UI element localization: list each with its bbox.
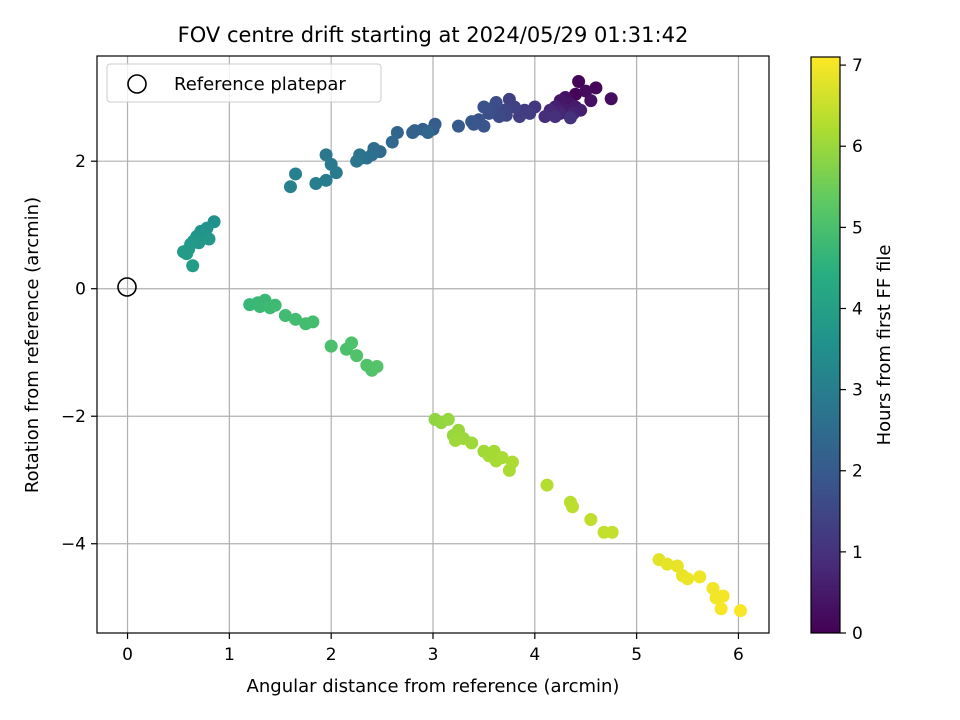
y-axis-ticks: −4 −2 0 2 [61,152,97,555]
colorbar-ticks: 0 1 2 3 4 5 6 7 [840,56,863,644]
legend-label: Reference platepar [174,74,346,95]
scatter-point [538,110,552,124]
colorbar-tick-label: 1 [852,543,863,563]
colorbar-tick-label: 0 [852,624,863,644]
x-axis-label: Angular distance from reference (arcmin) [247,676,620,697]
x-tick-label: 4 [529,645,540,665]
scatter-point [589,81,603,95]
scatter-point [268,298,282,312]
scatter-point [421,126,435,140]
legend-marker [127,74,147,94]
colorbar-tick-label: 3 [852,381,863,401]
scatter-point [465,436,479,450]
scatter-point [584,94,598,108]
scatter-point [693,570,707,584]
scatter-points [177,75,747,618]
colorbar-tick-label: 5 [852,218,863,238]
scatter-point [733,604,747,618]
scatter-point [548,110,562,124]
scatter-point [278,308,292,322]
colorbar-tick-label: 6 [852,137,863,157]
y-tick-label: 2 [75,152,86,172]
scatter-point [345,336,359,350]
scatter-point [186,259,200,273]
chart-title: FOV centre drift starting at 2024/05/29 … [178,23,689,47]
scatter-point [448,433,462,447]
colorbar-tick-label: 4 [852,299,863,319]
legend: Reference platepar [106,63,382,103]
scatter-point [390,126,404,140]
scatter-point [670,559,684,573]
colorbar [810,56,841,634]
scatter-point [309,177,323,191]
scatter-point [563,111,577,125]
y-tick-label: −2 [61,407,86,427]
y-tick-label: 0 [75,280,86,300]
scatter-point [289,312,303,326]
scatter-point [507,100,521,114]
y-axis-label: Rotation from reference (arcmin) [22,197,43,493]
scatter-point [319,173,333,187]
scatter-point [370,359,384,373]
scatter-point [714,602,728,616]
scatter-point [329,166,343,180]
y-tick-label: −4 [61,535,86,555]
scatter-point [513,110,527,124]
scatter-point [465,115,479,129]
scatter-point [523,106,537,120]
scatter-point [540,478,554,492]
scatter-point [289,167,303,181]
scatter-point [489,96,503,110]
scatter-point [579,84,593,98]
colorbar-tick-label: 7 [852,56,863,76]
scatter-point [180,247,194,261]
scatter-point [406,126,420,140]
scatter-point [565,500,579,514]
scatter-point [492,110,506,124]
colorbar-tick-label: 2 [852,462,863,482]
x-tick-label: 2 [326,645,337,665]
x-tick-label: 1 [224,645,235,665]
x-tick-label: 0 [122,645,133,665]
scatter-point [495,451,509,465]
scatter-point [202,232,216,246]
scatter-point [319,148,333,162]
scatter-point [477,119,491,133]
x-tick-label: 5 [631,645,642,665]
scatter-point [660,557,674,571]
x-axis-ticks: 0 1 2 3 4 5 6 [122,633,744,665]
scatter-point [451,119,465,133]
scatter-point [350,154,364,168]
legend-box [106,63,382,103]
scatter-point [572,75,586,89]
scatter-point [604,92,618,106]
scatter-point [605,525,619,539]
scatter-point [505,455,519,469]
scatter-point [716,589,730,603]
scatter-point [441,412,455,426]
scatter-point [569,87,583,101]
scatter-point [324,339,338,353]
scatter-point [306,315,320,329]
scatter-point [584,513,598,527]
reference-platepar-marker [117,277,137,297]
scatter-point [253,300,267,314]
colorbar-label: Hours from first FF file [874,245,895,446]
scatter-point [283,180,297,194]
grid-lines [97,56,769,633]
x-tick-label: 6 [733,645,744,665]
x-tick-label: 3 [428,645,439,665]
scatter-point [681,572,695,586]
scatter-point [350,349,364,363]
scatter-point [477,100,491,114]
scatter-point [385,135,399,149]
